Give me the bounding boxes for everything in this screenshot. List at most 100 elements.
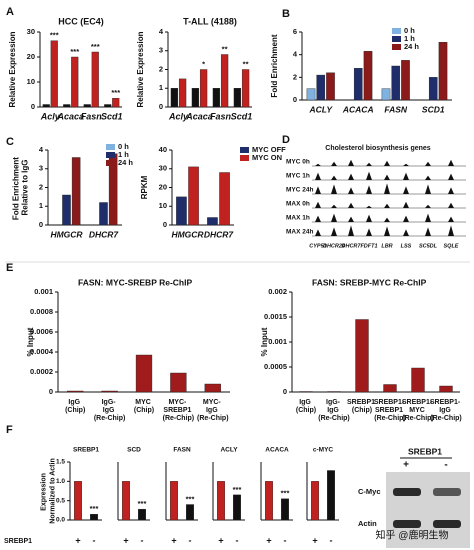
track-peak — [384, 226, 390, 236]
chart-title: FASN: SREBP-MYC Re-ChIP — [312, 277, 427, 287]
chart-title: FASN — [173, 447, 191, 454]
x-tick-label: + — [123, 535, 128, 545]
bar — [170, 88, 179, 108]
blot-membrane — [386, 472, 470, 548]
track-label: MAX 0h — [286, 201, 310, 208]
track-peak — [425, 161, 431, 166]
track-peak — [384, 203, 390, 208]
x-tick-label: MYC- IgG (Re-Chip) — [197, 399, 229, 422]
track-label: MYC 0h — [286, 159, 310, 166]
x-tick-label: Scd1 — [101, 111, 123, 121]
chart-title: SREBP1 — [73, 447, 99, 454]
bar — [91, 51, 99, 108]
x-tick-label: - — [330, 535, 333, 545]
bar — [355, 319, 369, 393]
bar — [42, 104, 50, 108]
track-peak — [448, 225, 454, 236]
bar — [170, 481, 178, 521]
y-tick-label: 0.0005 — [264, 362, 287, 371]
y-tick-label: 20 — [27, 52, 35, 61]
significance: *** — [111, 88, 120, 97]
row-label: SREBP1 — [4, 538, 32, 545]
gene-label: CYP51 — [309, 243, 326, 249]
bar — [299, 391, 313, 393]
significance: * — [202, 59, 205, 68]
track-peak — [384, 174, 390, 180]
track-peak — [403, 229, 409, 236]
x-tick-label: HMGCR — [171, 229, 204, 239]
chart-title: c-MYC — [313, 447, 334, 454]
gene-label: FDFT1 — [360, 243, 377, 249]
y-tick-label: 0.001 — [34, 287, 53, 296]
x-tick-label: DHCR7 — [204, 229, 235, 239]
blot-band — [433, 488, 461, 496]
bar — [220, 54, 229, 108]
bar — [311, 481, 319, 521]
legend-swatch — [240, 155, 249, 161]
bar — [306, 88, 316, 101]
significance: *** — [138, 499, 147, 508]
chart-title: HCC (EC4) — [58, 16, 104, 26]
track-peak — [315, 163, 321, 166]
bar — [316, 74, 326, 101]
y-tick-label: 0.0004 — [30, 347, 54, 356]
track-peak — [315, 215, 321, 222]
y-tick-label: 1.5 — [56, 459, 65, 466]
x-tick-label: HMGCR — [50, 229, 83, 239]
bar — [383, 384, 397, 393]
legend-label: MYC OFF — [252, 145, 286, 154]
bar — [122, 481, 130, 521]
bar — [353, 68, 363, 101]
y-tick-label: 3 — [39, 164, 43, 173]
x-tick-label: + — [312, 535, 317, 545]
bar — [212, 88, 221, 108]
y-tick-label: 0.0015 — [264, 312, 287, 321]
track-peak — [348, 225, 354, 236]
bar — [74, 481, 82, 521]
track-peak — [403, 163, 409, 166]
track-peak — [315, 229, 321, 236]
x-tick-label: - — [236, 535, 239, 545]
significance: *** — [50, 31, 59, 40]
track-peak — [366, 205, 372, 208]
bar — [176, 196, 187, 226]
bar — [411, 367, 425, 393]
y-tick-label: 10 — [27, 77, 35, 86]
chart-title: T-ALL (4188) — [183, 16, 237, 26]
significance: *** — [281, 489, 290, 498]
bar — [62, 194, 71, 226]
track-peak — [403, 201, 409, 208]
track-peak — [366, 185, 372, 194]
bar — [265, 481, 273, 521]
bar — [281, 498, 289, 521]
bar — [401, 60, 410, 101]
track-peak — [348, 202, 354, 208]
bar — [326, 72, 335, 101]
track-peak — [384, 217, 390, 222]
bar — [67, 390, 84, 393]
bar — [439, 385, 453, 393]
x-tick-label: + — [218, 535, 223, 545]
track-peak — [448, 202, 454, 208]
panel-label: C — [6, 136, 14, 148]
track-peak — [403, 186, 409, 194]
gene-label: DHCR7 — [342, 243, 362, 249]
track-peak — [366, 214, 372, 222]
gene-label: SQLE — [444, 243, 459, 249]
x-tick-label: Fasn — [210, 111, 232, 121]
y-tick-label: 2 — [159, 64, 163, 73]
bar — [233, 494, 241, 521]
track-peak — [366, 162, 372, 166]
y-tick-label: 0.5 — [56, 497, 65, 504]
y-tick-label: 0 — [283, 387, 287, 396]
track-peak — [348, 173, 354, 180]
y-tick-label: 2 — [39, 182, 43, 191]
y-tick-label: 30 — [27, 27, 35, 36]
track-label: MYC 1h — [286, 173, 310, 180]
y-tick-label: 0 — [31, 102, 35, 111]
lane-label: + — [403, 460, 409, 471]
track-peak — [315, 201, 321, 208]
panel-label: F — [6, 424, 13, 436]
gene-label: LBR — [381, 243, 392, 249]
track-peak — [403, 172, 409, 180]
